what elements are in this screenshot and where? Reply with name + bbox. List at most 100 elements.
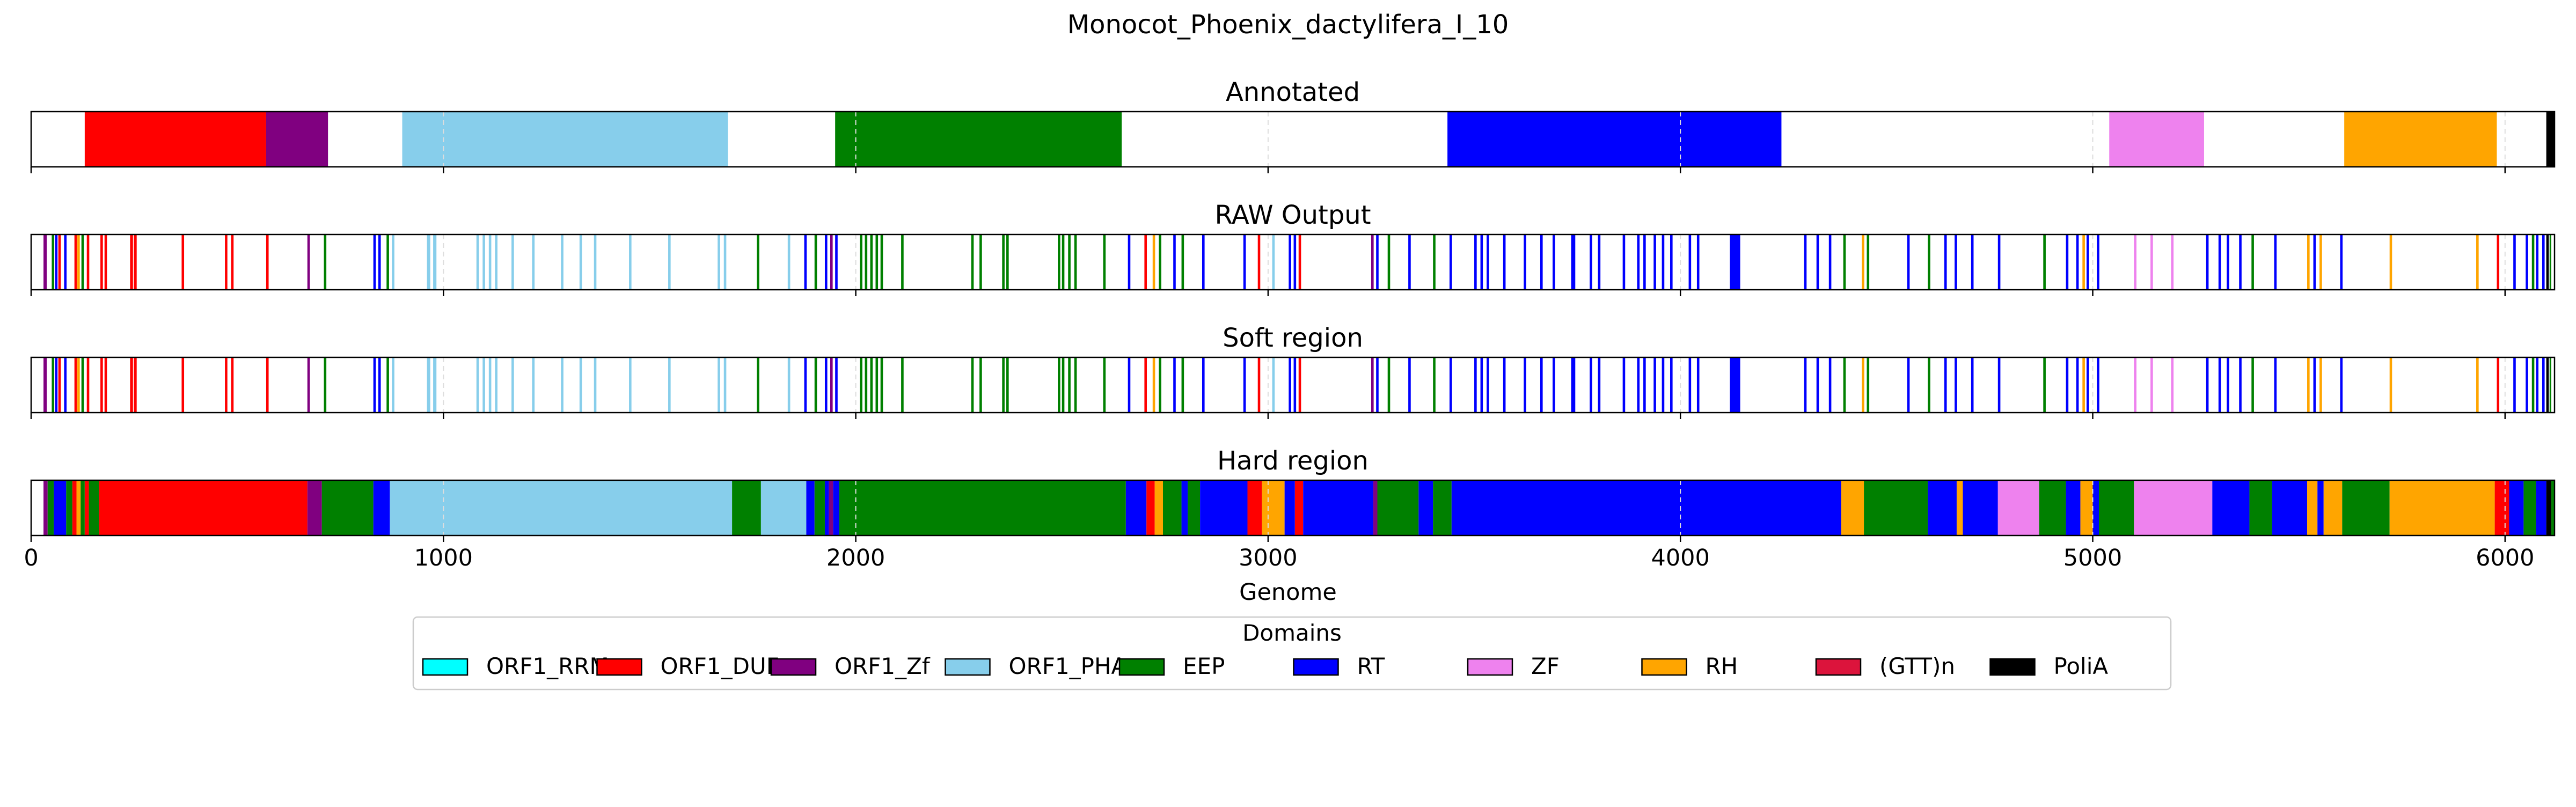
segment-orf1-pha [594,357,597,413]
segment-rh [76,480,81,535]
legend-swatch [945,658,991,676]
segment-orf1-pha [561,357,564,413]
segment-eep [324,234,327,290]
segment-eep [1433,357,1436,413]
segment-eep [52,234,55,290]
legend-label: RT [1357,653,1385,679]
segment-rt [804,357,807,413]
x-tick-label: 4000 [1651,545,1709,571]
segment-zf [2150,234,2153,290]
segment-rt [1670,234,1673,290]
segment-eep [2251,357,2254,413]
segment-polia [2546,480,2551,535]
segment-eep [1433,234,1436,290]
segment-rt [2086,234,2089,290]
segment-eep [2551,480,2555,535]
segment-rt [824,480,829,535]
segment-rt [2206,357,2209,413]
segment-orf1-duf [1144,234,1147,290]
segment-orf1-pha [511,357,514,413]
segment-zf [2150,357,2153,413]
segment-eep [1181,357,1184,413]
segment-orf1-pha [476,234,479,290]
panel-frame [30,111,2556,168]
segment-rt [1696,357,1700,413]
segment-orf1-duf [1298,357,1301,413]
segment-rt [835,357,838,413]
segment-rt [1524,234,1526,290]
segment-rt [1804,234,1807,290]
panel-background [31,234,2555,290]
segment-rh [1152,357,1155,413]
segment-eep [2549,357,2551,413]
segment-eep [52,357,55,413]
segment-rt [1540,357,1543,413]
segment-orf1-pha [427,357,430,413]
segment-eep [1062,234,1065,290]
segment-orf1-duf [104,234,107,290]
segment-eep [880,357,883,413]
segment-eep [1068,357,1071,413]
segment-zf [2171,234,2174,290]
segment-orf1-zf [830,234,833,290]
segment-rt [1303,480,1373,535]
segment-orf1-duf [100,234,103,290]
segment-rt [1418,480,1433,535]
segment-zf [2109,112,2204,167]
segment-rt [373,357,376,413]
segment-eep [1928,357,1930,413]
segment-rh [2389,357,2392,413]
x-tick-label: 0 [24,545,38,571]
segment-eep [814,234,817,290]
segment-eep [1867,234,1870,290]
segment-orf1-pha [402,112,728,167]
segment-eep [1864,480,1928,535]
segment-eep [1387,234,1391,290]
segment-orf1-pha [594,234,597,290]
segment-rt [1474,357,1477,413]
segment-orf1-duf [130,234,133,290]
legend-item-orf1-zf: ORF1_Zf [770,653,931,679]
segment-rt [1408,357,1411,413]
legend-swatch [1641,658,1687,676]
segment-eep [1159,357,1161,413]
segment-orf1-pha [561,234,564,290]
legend-label: ZF [1531,653,1560,679]
segment-rh [2307,480,2318,535]
segment-rt [2212,480,2250,535]
segment-rt [2513,357,2516,413]
segment-rt [1828,357,1832,413]
segment-rt [1408,234,1411,290]
segment-eep [865,234,868,290]
segment-rt [1907,357,1910,413]
segment-orf1-zf [266,112,328,167]
segment-rt [54,480,67,535]
segment-rt [2218,357,2221,413]
segment-rt [2239,357,2242,413]
x-tick-label: 3000 [1239,545,1297,571]
segment-rt [378,357,381,413]
segment-orf1-zf [307,480,322,535]
segment-eep [386,234,389,290]
legend-item-polia: PoliA [1989,653,2108,679]
segment-rt [1474,234,1477,290]
segment-rt [1447,112,1782,167]
segment-eep [814,357,817,413]
segment-rh [1956,480,1963,535]
segment-rt [1730,357,1740,413]
segment-eep [2549,234,2551,290]
legend-item-eep: EEP [1118,653,1225,679]
segment-orf1-duf [2494,480,2509,535]
segment-rh [2389,234,2392,290]
segment-rt [2274,234,2277,290]
segment-rt [1622,234,1626,290]
segment-eep [2099,480,2134,535]
segment-eep [880,234,883,290]
segment-orf1-duf [181,357,185,413]
segment-rt [1955,357,1957,413]
segment-rt [806,480,815,535]
segment-rt [1997,357,2001,413]
segment-eep [979,234,982,290]
segment-rt [2536,234,2539,290]
legend-swatch [1989,658,2036,676]
